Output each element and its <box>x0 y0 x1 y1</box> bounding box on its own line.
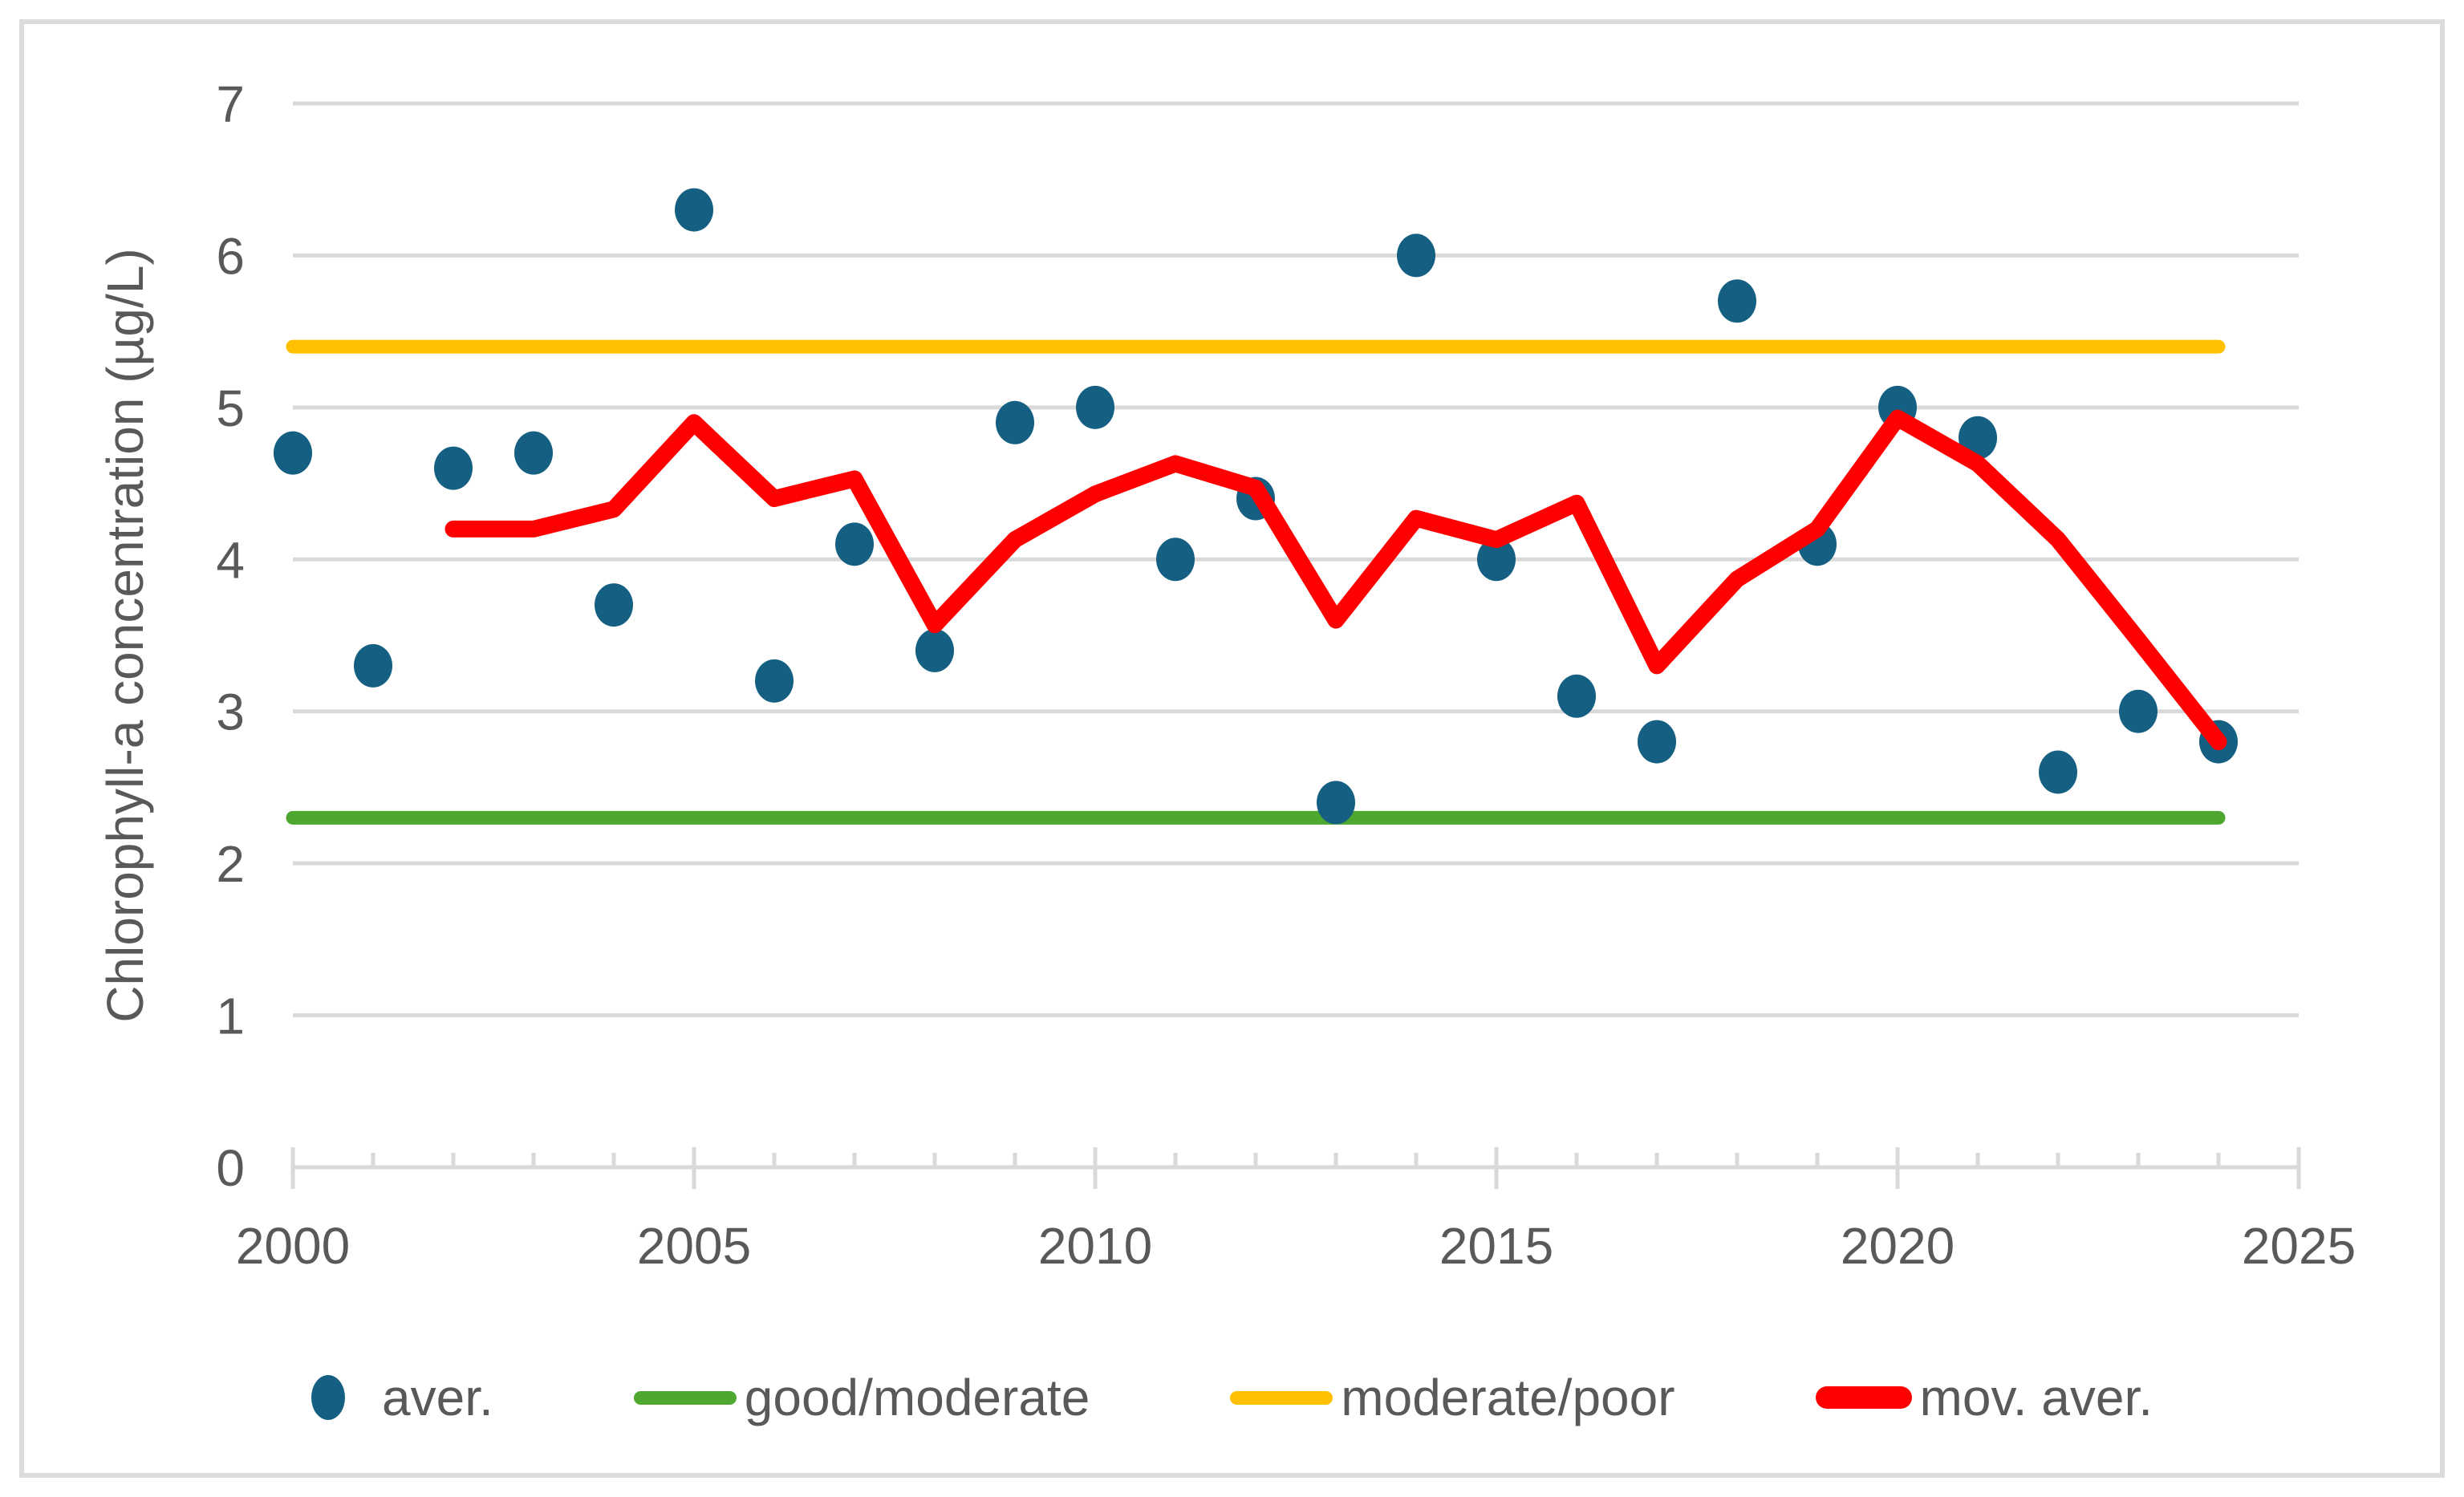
scatter-point <box>354 643 392 688</box>
scatter-point <box>755 659 794 703</box>
legend-item-aver: aver. <box>311 1368 493 1427</box>
x-tick-label: 2005 <box>637 1217 751 1275</box>
scatter-point <box>1317 781 1355 825</box>
x-axis-ticks <box>290 1147 2301 1189</box>
y-tick-label: 7 <box>216 75 245 133</box>
scatter-point <box>1076 385 1114 429</box>
x-tick-label: 2010 <box>1038 1217 1152 1275</box>
legend-label-aver: aver. <box>382 1369 493 1426</box>
legend-label-good-moderate: good/moderate <box>744 1369 1090 1426</box>
x-tick-label: 2015 <box>1439 1217 1553 1275</box>
legend-item-mov-aver: mov. aver. <box>1815 1368 2153 1427</box>
y-tick-label: 1 <box>216 988 245 1045</box>
scatter-point <box>1156 538 1195 582</box>
scatter-point <box>835 522 874 566</box>
gridlines <box>293 101 2299 1170</box>
scatter-point <box>274 431 312 475</box>
y-axis-tick-labels: 0 1 2 3 4 5 6 7 <box>216 75 245 1197</box>
y-tick-label: 0 <box>216 1139 245 1197</box>
legend-item-moderate-poor: moderate/poor <box>1230 1368 1675 1427</box>
y-tick-label: 5 <box>216 379 245 437</box>
legend: aver. good/moderate moderate/poor mov. a… <box>0 1341 2464 1454</box>
moderate-poor-line-swatch <box>1230 1390 1333 1405</box>
threshold-lines <box>286 339 2226 825</box>
scatter-point <box>434 446 473 490</box>
scatter-marker-swatch <box>311 1375 345 1420</box>
scatter-point <box>675 188 713 232</box>
x-tick-label: 2020 <box>1841 1217 1955 1275</box>
scatter-point <box>996 400 1034 444</box>
y-axis-title: Chlorophyll-a concentration (µg/L) <box>96 248 154 1022</box>
x-tick-label: 2025 <box>2242 1217 2356 1275</box>
scatter-points <box>274 188 2238 825</box>
scatter-point <box>2039 750 2077 794</box>
legend-label-moderate-poor: moderate/poor <box>1341 1369 1675 1426</box>
legend-item-good-moderate: good/moderate <box>633 1368 1090 1427</box>
x-tick-label: 2000 <box>236 1217 350 1275</box>
scatter-point <box>1477 538 1516 582</box>
scatter-point <box>1397 233 1435 278</box>
chart-frame <box>19 19 2445 1478</box>
scatter-point <box>1718 279 1756 323</box>
scatter-point <box>915 628 954 672</box>
scatter-point <box>2119 689 2158 733</box>
y-tick-label: 2 <box>216 835 245 893</box>
moving-average-path <box>444 409 2227 751</box>
moving-average-line <box>444 409 2227 751</box>
scatter-point <box>595 583 633 627</box>
scatter-point <box>514 431 553 475</box>
x-axis-tick-labels: 2000 2005 2010 2015 2020 2025 <box>236 1217 2356 1275</box>
scatter-point <box>1557 674 1596 718</box>
y-tick-label: 4 <box>216 531 245 589</box>
y-tick-label: 3 <box>216 684 245 741</box>
moving-average-line-swatch <box>1815 1386 1912 1409</box>
scatter-point <box>1638 720 1676 764</box>
good-moderate-line-swatch <box>633 1390 737 1405</box>
y-tick-label: 6 <box>216 227 245 285</box>
legend-label-mov-aver: mov. aver. <box>1919 1369 2153 1426</box>
